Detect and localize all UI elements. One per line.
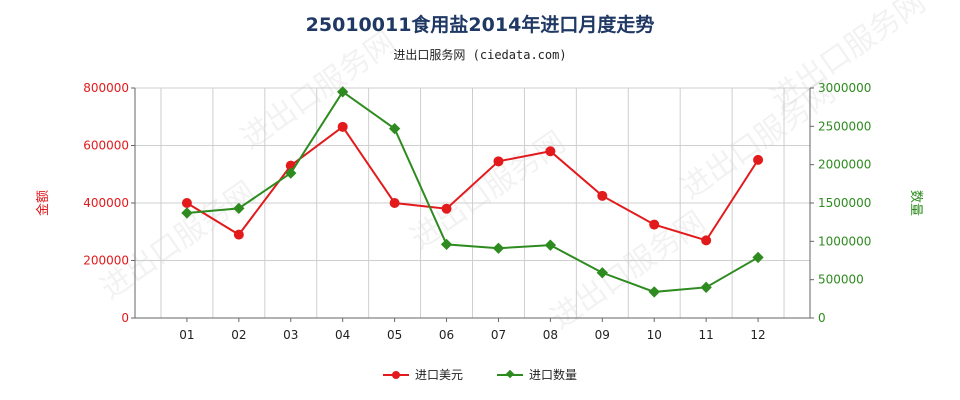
watermark-text: 进出口服务网 <box>405 125 573 257</box>
x-tick-label: 03 <box>283 328 298 342</box>
x-tick-label: 06 <box>439 328 454 342</box>
x-tick-label: 01 <box>179 328 194 342</box>
data-point-qty <box>544 239 557 251</box>
x-tick-label: 08 <box>543 328 558 342</box>
watermark-text: 进出口服务网 <box>95 175 263 307</box>
data-point-qty <box>648 286 660 298</box>
data-point-qty <box>181 207 193 219</box>
data-point-usd <box>597 190 608 201</box>
chart-title: 25010011食用盐2014年进口月度走势 <box>305 14 655 36</box>
legend-label-qty: 进口数量 <box>529 368 578 382</box>
y-tick-label-left: 400000 <box>83 196 129 210</box>
y-tick-label-right: 1000000 <box>818 234 871 248</box>
x-tick-label: 11 <box>699 328 714 342</box>
x-tick-label: 05 <box>387 328 402 342</box>
legend-label-usd: 进口美元 <box>414 368 463 382</box>
y-tick-label-right: 2000000 <box>818 158 871 172</box>
series-line-1 <box>186 90 759 293</box>
y-tick-label-right: 2500000 <box>818 119 871 133</box>
y-axis-label-left: 金额 <box>35 190 51 216</box>
y-tick-label-right: 0 <box>818 311 826 325</box>
data-point-usd <box>337 121 348 132</box>
data-point-qty <box>285 167 297 179</box>
watermark-text: 进出口服务网 <box>235 25 403 157</box>
x-tick-label: 02 <box>231 328 246 342</box>
chart-subtitle: 进出口服务网 (ciedata.com) <box>393 48 567 62</box>
y-tick-label-left: 600000 <box>83 139 129 153</box>
data-point-usd <box>233 229 244 240</box>
legend-item-usd[interactable]: 进口美元 <box>382 366 463 383</box>
series-line-0 <box>186 125 759 242</box>
watermark-text: 进出口服务网 <box>675 75 843 207</box>
data-point-qty <box>752 251 764 264</box>
data-point-qty <box>233 202 245 215</box>
legend-swatch-qty <box>497 369 523 380</box>
y-tick-label-right: 3000000 <box>818 81 871 95</box>
y-tick-label-left: 0 <box>121 311 129 325</box>
y-tick-label-left: 800000 <box>83 81 129 95</box>
x-tick-label: 04 <box>335 328 350 342</box>
data-point-usd <box>753 154 764 165</box>
y-axis-label-right: 数量 <box>908 190 923 216</box>
data-point-qty <box>492 242 505 254</box>
data-point-usd <box>441 203 452 214</box>
data-point-usd <box>545 146 556 157</box>
x-tick-label: 09 <box>595 328 610 342</box>
data-point-usd <box>181 198 192 208</box>
data-point-usd <box>701 235 712 246</box>
data-point-usd <box>649 219 660 230</box>
x-tick-label: 10 <box>647 328 662 342</box>
x-tick-label: 12 <box>750 328 765 342</box>
legend: 进口美元 进口数量 <box>0 366 960 383</box>
legend-item-qty[interactable]: 进口数量 <box>497 366 577 383</box>
x-tick-label: 07 <box>491 328 506 342</box>
data-point-usd <box>493 156 504 167</box>
data-point-qty <box>596 267 608 279</box>
data-point-usd <box>389 198 400 208</box>
watermark-text: 进出口服务网 <box>765 0 933 117</box>
legend-swatch-usd <box>382 370 409 380</box>
y-tick-label-left: 200000 <box>83 254 129 268</box>
data-point-qty <box>700 281 712 293</box>
y-tick-label-right: 1500000 <box>818 196 871 210</box>
data-point-qty <box>440 238 453 251</box>
y-tick-label-right: 500000 <box>818 273 864 287</box>
